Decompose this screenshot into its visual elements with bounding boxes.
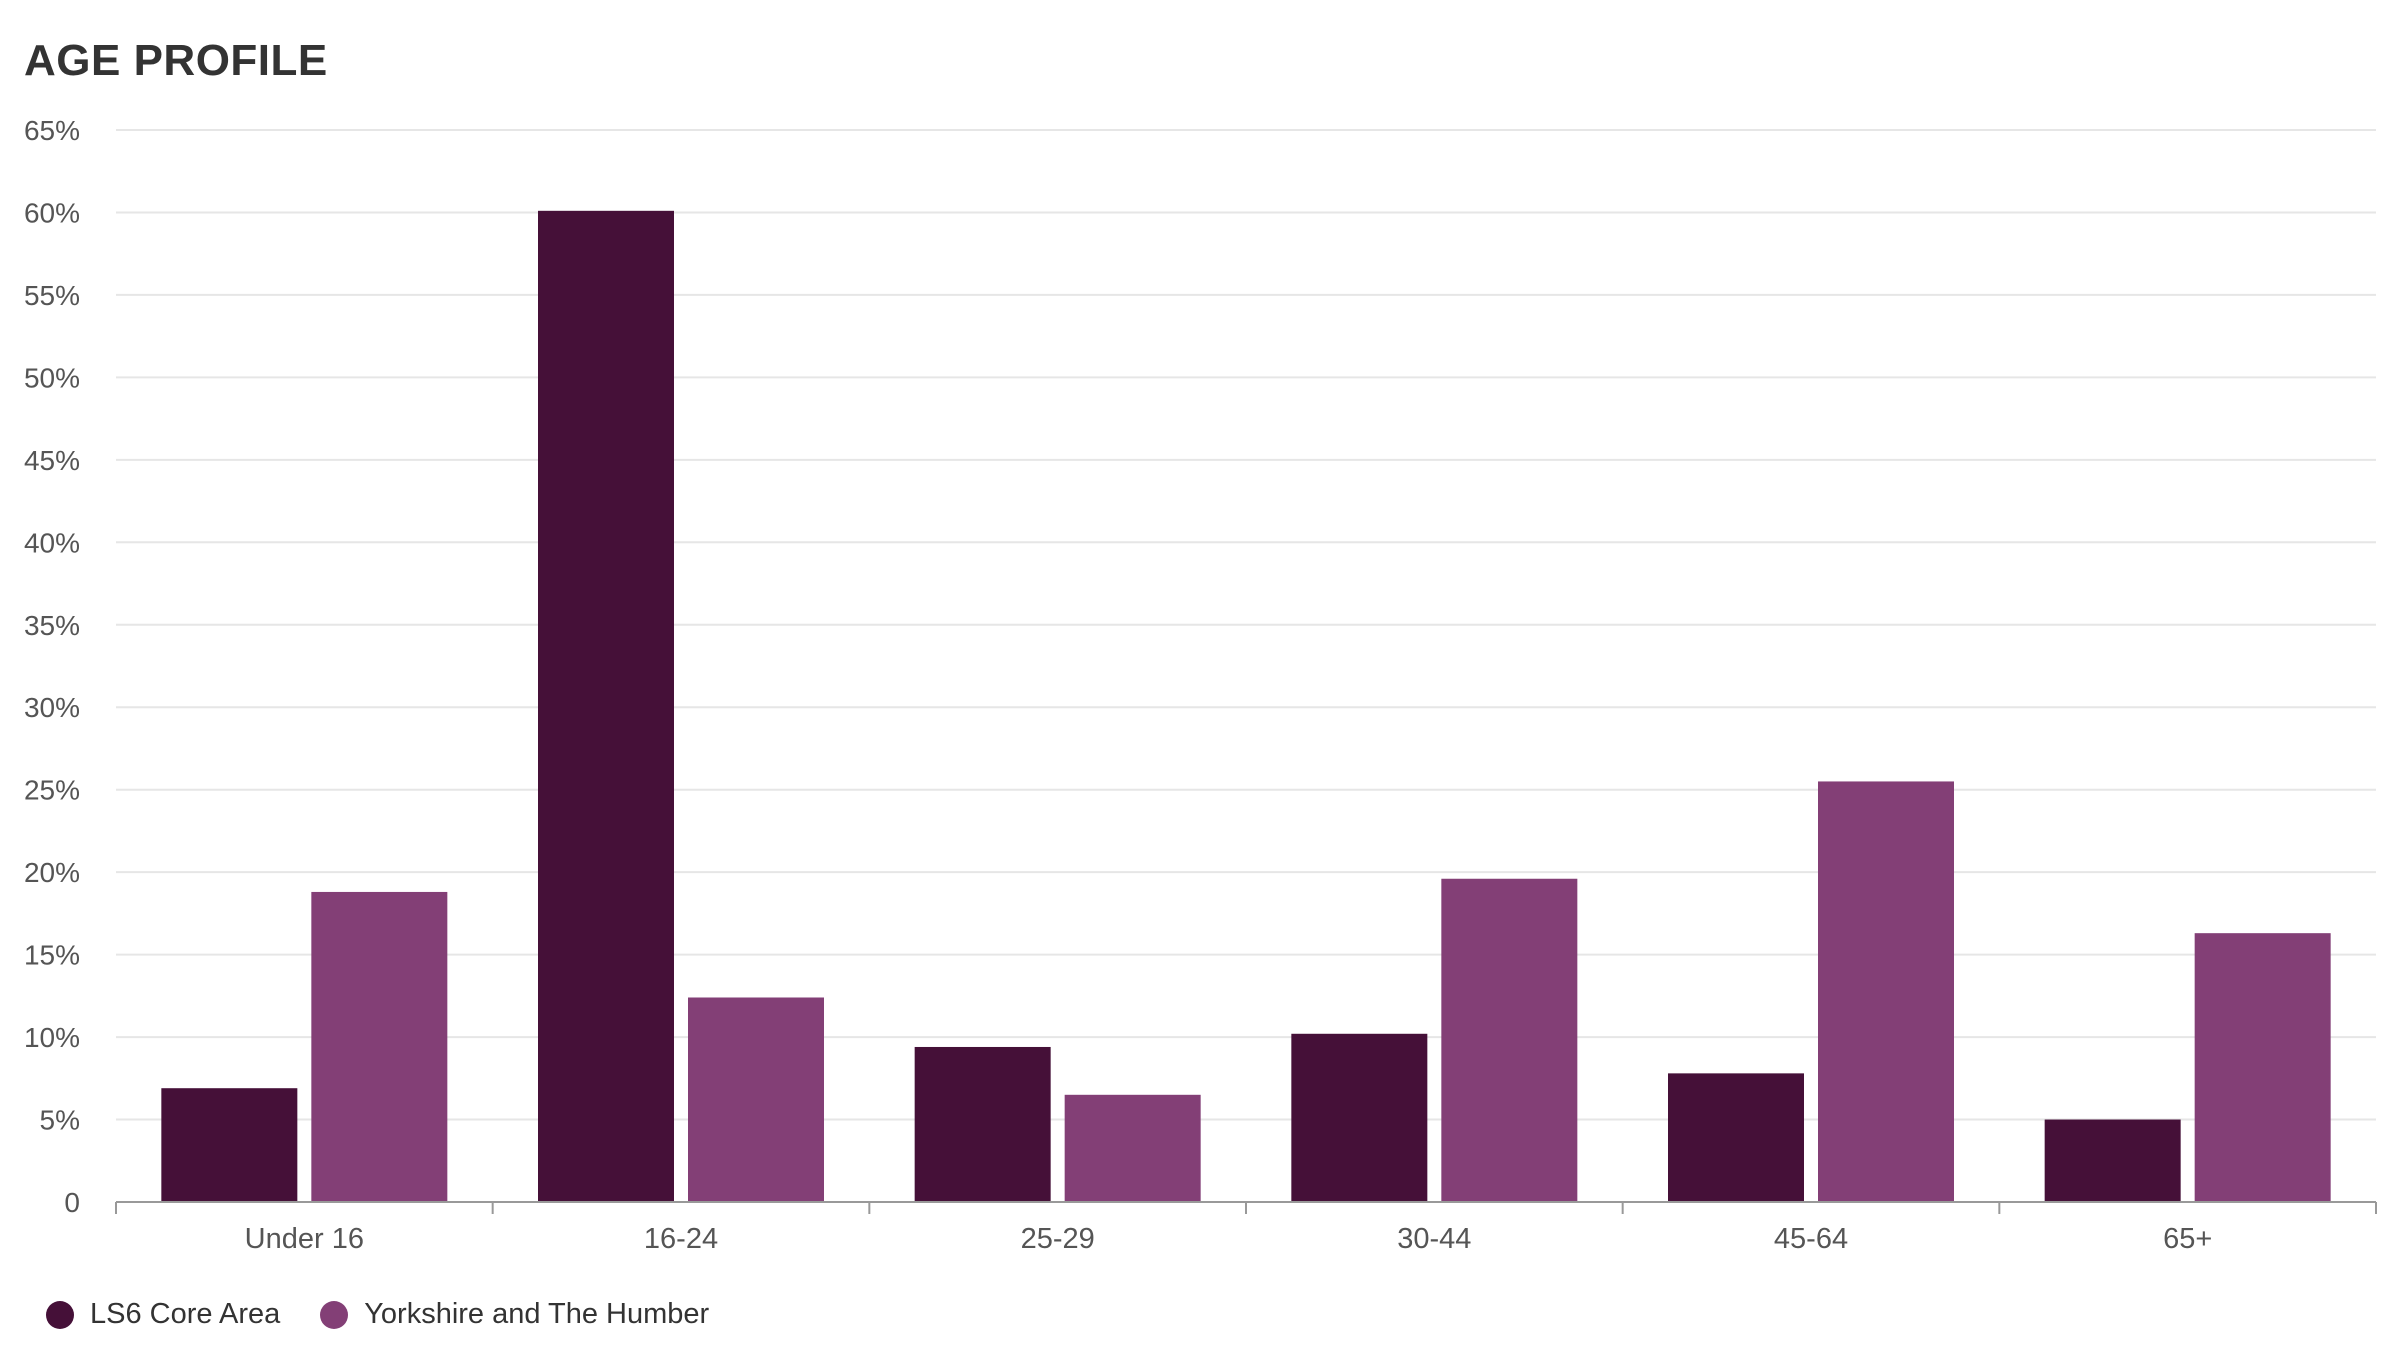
y-tick-label: 40%: [24, 527, 80, 558]
x-tick-label: 30-44: [1397, 1223, 1471, 1255]
bars: [161, 210, 2331, 1202]
y-tick-label: 25%: [24, 775, 80, 806]
x-tick-label: Under 16: [245, 1223, 364, 1255]
bar-yorkshire-2: [1064, 1094, 1201, 1202]
y-tick-label: 15%: [24, 940, 80, 971]
bar-yorkshire-0: [311, 891, 448, 1202]
x-tick-label: 45-64: [1774, 1223, 1848, 1255]
y-tick-label: 65%: [24, 115, 80, 146]
y-tick-label: 10%: [24, 1022, 80, 1053]
y-axis-ticks: 0 5% 10% 15% 20% 25% 30% 35% 40% 45% 50% 55% 60% 65%: [24, 115, 80, 1218]
bar-ls6-5: [2044, 1119, 2181, 1202]
legend-swatch-yorkshire: [320, 1300, 349, 1329]
y-tick-label: 50%: [24, 362, 80, 393]
legend-item-ls6-core-area[interactable]: LS6 Core Area: [46, 1298, 280, 1331]
bar-yorkshire-4: [1818, 781, 1954, 1202]
bar-yorkshire-3: [1441, 878, 1578, 1202]
x-tick-label: 25-29: [1021, 1223, 1095, 1255]
bar-ls6-1: [538, 210, 674, 1202]
y-tick-label: 35%: [24, 610, 80, 641]
y-tick-label: 45%: [24, 445, 80, 476]
bar-ls6-4: [1668, 1073, 1804, 1202]
y-tick-label: 55%: [24, 280, 80, 311]
y-tick-label: 60%: [24, 197, 80, 228]
chart-title: AGE PROFILE: [24, 36, 328, 85]
y-tick-label: 20%: [24, 857, 80, 888]
x-tick-label: 65+: [2163, 1223, 2212, 1255]
bar-ls6-3: [1291, 1033, 1428, 1202]
legend-item-yorkshire[interactable]: Yorkshire and The Humber: [320, 1298, 709, 1331]
gridlines: [116, 129, 2376, 1121]
bar-ls6-0: [161, 1088, 298, 1202]
legend-swatch-ls6: [46, 1300, 74, 1329]
bar-yorkshire-1: [688, 997, 824, 1202]
legend-label-ls6: LS6 Core Area: [90, 1298, 281, 1330]
legend-label-yorkshire: Yorkshire and The Humber: [364, 1298, 710, 1330]
bar-ls6-2: [914, 1046, 1051, 1202]
y-tick-label: 0: [64, 1187, 80, 1218]
x-tick-label: 16-24: [644, 1223, 718, 1255]
bar-yorkshire-5: [2194, 933, 2331, 1202]
x-axis: Under 16 16-24 25-29 30-44 45-64 65+: [115, 1201, 2377, 1255]
y-tick-label: 30%: [24, 692, 80, 723]
y-tick-label: 5%: [40, 1105, 80, 1136]
legend: LS6 Core Area Yorkshire and The Humber: [46, 1298, 749, 1331]
